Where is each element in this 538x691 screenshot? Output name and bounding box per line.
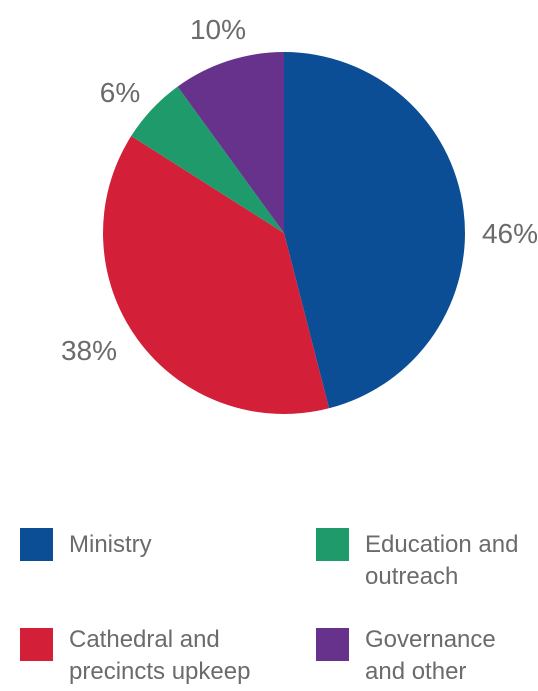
- pie-chart-svg: 46% 38% 6% 10%: [61, 14, 538, 414]
- pie-slice-education-and-outreach: [131, 86, 284, 233]
- legend-label-education: Education and outreach: [365, 531, 519, 590]
- legend-swatch-cathedral: [20, 628, 53, 661]
- pie-label-cathedral-and-precincts-upkeep: 38%: [61, 335, 117, 366]
- legend-swatch-governance: [316, 628, 349, 661]
- legend: Ministry Education and outreach Cathedra…: [0, 520, 538, 691]
- pie-label-education-and-outreach: 6%: [100, 77, 140, 108]
- pie-slice-ministry: [284, 52, 465, 409]
- legend-item-ministry: Ministry: [20, 520, 152, 561]
- legend-label-governance: Governance and other: [365, 626, 496, 685]
- legend-item-governance: Governance and other: [316, 620, 496, 688]
- legend-item-education: Education and outreach: [316, 520, 518, 593]
- pie-slice-cathedral-and-precincts-upkeep: [103, 136, 330, 414]
- pie-slice-governance-and-other: [177, 52, 284, 233]
- legend-item-cathedral: Cathedral and precincts upkeep: [20, 620, 250, 688]
- legend-swatch-ministry: [20, 528, 53, 561]
- legend-swatch-education: [316, 528, 349, 561]
- pie-label-governance-and-other: 10%: [190, 14, 246, 45]
- legend-label-cathedral: Cathedral and precincts upkeep: [69, 626, 251, 685]
- pie-label-ministry: 46%: [482, 218, 538, 249]
- legend-label-ministry: Ministry: [69, 531, 152, 558]
